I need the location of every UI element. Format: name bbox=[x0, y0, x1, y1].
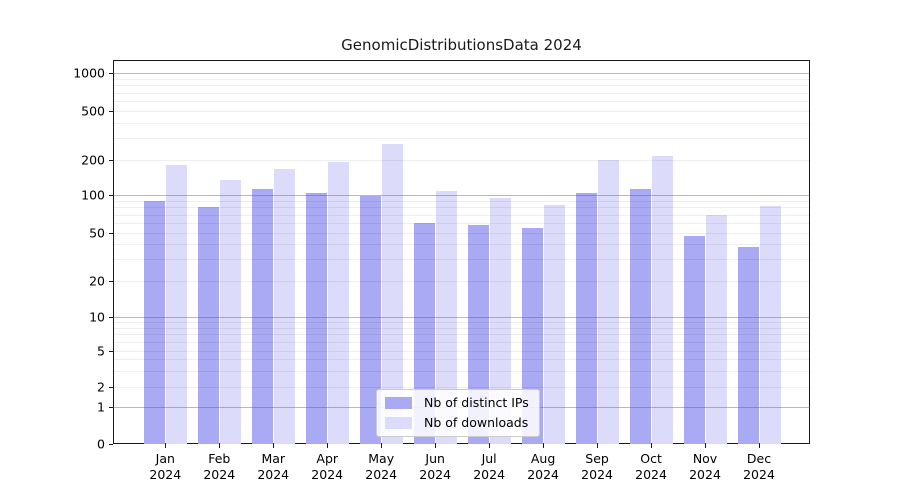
y-tick-label: 50 bbox=[89, 225, 105, 241]
y-tick-label: 1000 bbox=[73, 65, 105, 81]
bar-distinct-ips bbox=[143, 200, 165, 444]
y-tick-label: 2 bbox=[97, 379, 105, 395]
bar-downloads bbox=[597, 159, 619, 444]
bar-downloads bbox=[435, 191, 457, 444]
x-tick-mark bbox=[543, 444, 545, 448]
legend: Nb of distinct IPs Nb of downloads bbox=[376, 389, 540, 437]
y-tick-label: 200 bbox=[81, 152, 105, 168]
legend-swatch-distinct-ips bbox=[385, 396, 412, 409]
y-tick-label: 20 bbox=[89, 273, 105, 289]
y-tick-mark bbox=[109, 159, 113, 161]
x-tick-label: Apr 2024 bbox=[311, 451, 344, 482]
bar-downloads bbox=[165, 165, 187, 444]
x-tick-label: May 2024 bbox=[365, 451, 398, 482]
y-tick-mark bbox=[109, 444, 113, 445]
y-tick-mark bbox=[109, 350, 113, 352]
bar-downloads bbox=[381, 143, 403, 444]
x-tick-mark bbox=[219, 444, 221, 448]
x-tick-label: Dec 2024 bbox=[743, 451, 775, 482]
x-tick-mark bbox=[273, 444, 275, 448]
y-tick-mark bbox=[109, 73, 113, 75]
bar-distinct-ips bbox=[305, 192, 327, 444]
y-tick-mark bbox=[109, 110, 113, 112]
y-tick-label: 100 bbox=[81, 187, 105, 203]
y-tick-mark bbox=[109, 280, 113, 282]
y-tick-mark bbox=[109, 232, 113, 234]
legend-swatch-downloads bbox=[385, 416, 412, 429]
x-tick-label: Jun 2024 bbox=[419, 451, 452, 482]
x-tick-label: Sep 2024 bbox=[581, 451, 613, 482]
y-tick-label: 1 bbox=[97, 399, 105, 415]
bar-distinct-ips bbox=[737, 247, 759, 444]
y-tick-label: 0 bbox=[97, 436, 105, 452]
bar-downloads bbox=[705, 214, 727, 444]
y-tick-label: 10 bbox=[89, 309, 105, 325]
bar-distinct-ips bbox=[629, 189, 651, 444]
x-tick-mark bbox=[489, 444, 491, 448]
x-tick-label: Nov 2024 bbox=[689, 451, 721, 482]
y-tick-mark bbox=[109, 386, 113, 388]
bar-distinct-ips bbox=[575, 192, 597, 444]
x-tick-label: Aug 2024 bbox=[527, 451, 559, 482]
x-tick-mark bbox=[165, 444, 167, 448]
x-tick-label: Mar 2024 bbox=[257, 451, 290, 482]
bar-downloads bbox=[651, 156, 673, 444]
bar-distinct-ips bbox=[197, 207, 219, 444]
bar-distinct-ips bbox=[359, 196, 381, 444]
bar-downloads bbox=[327, 162, 349, 444]
legend-label-distinct-ips: Nb of distinct IPs bbox=[424, 395, 529, 410]
y-tick-mark bbox=[109, 316, 113, 318]
bar-downloads bbox=[273, 168, 295, 444]
bar-distinct-ips bbox=[683, 235, 705, 444]
x-tick-mark bbox=[705, 444, 707, 448]
x-tick-mark bbox=[435, 444, 437, 448]
y-tick-mark bbox=[109, 407, 113, 409]
legend-row-distinct-ips: Nb of distinct IPs bbox=[385, 395, 529, 410]
bar-distinct-ips bbox=[413, 222, 435, 444]
legend-label-downloads: Nb of downloads bbox=[424, 415, 529, 430]
x-tick-label: Feb 2024 bbox=[203, 451, 236, 482]
x-tick-label: Jan 2024 bbox=[149, 451, 182, 482]
y-tick-label: 500 bbox=[81, 103, 105, 119]
x-tick-mark bbox=[381, 444, 383, 448]
x-tick-mark bbox=[759, 444, 760, 448]
x-tick-label: Jul 2024 bbox=[473, 451, 506, 482]
legend-row-downloads: Nb of downloads bbox=[385, 415, 529, 430]
bar-downloads bbox=[219, 179, 241, 444]
x-tick-mark bbox=[327, 444, 329, 448]
bar-distinct-ips bbox=[251, 189, 273, 444]
chart-title: GenomicDistributionsData 2024 bbox=[341, 36, 582, 54]
y-tick-mark bbox=[109, 195, 113, 197]
bar-downloads bbox=[489, 198, 511, 444]
x-tick-label: Oct 2024 bbox=[635, 451, 667, 482]
bar-downloads bbox=[543, 204, 565, 444]
y-tick-label: 5 bbox=[97, 343, 105, 359]
bar-downloads bbox=[759, 206, 781, 444]
x-tick-mark bbox=[597, 444, 599, 448]
x-tick-mark bbox=[651, 444, 653, 448]
